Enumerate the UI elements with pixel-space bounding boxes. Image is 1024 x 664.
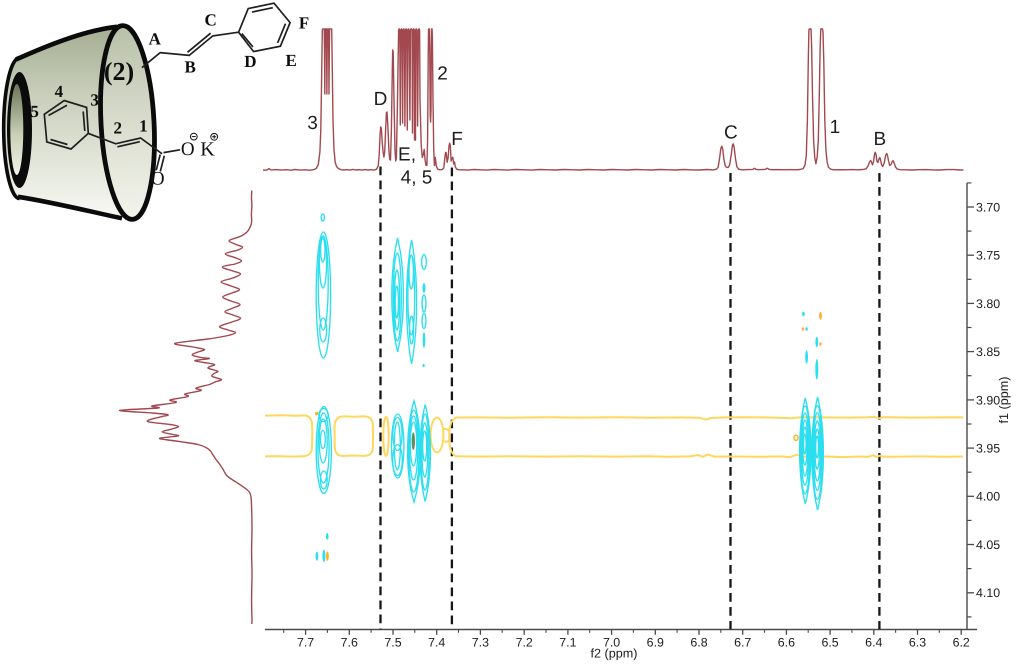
svg-text:A: A	[149, 30, 162, 49]
svg-text:6.8: 6.8	[690, 636, 707, 650]
svg-text:3.80: 3.80	[976, 297, 1000, 311]
svg-text:7.1: 7.1	[559, 636, 576, 650]
svg-text:7.3: 7.3	[472, 636, 489, 650]
svg-text:6.2: 6.2	[953, 636, 970, 650]
svg-text:3.90: 3.90	[976, 393, 1000, 407]
svg-text:3.85: 3.85	[976, 345, 1000, 359]
svg-text:f2 (ppm): f2 (ppm)	[591, 647, 638, 661]
svg-text:7.6: 7.6	[341, 636, 358, 650]
svg-text:3.95: 3.95	[976, 442, 1000, 456]
svg-text:4.10: 4.10	[976, 586, 1000, 600]
svg-text:B: B	[873, 129, 886, 150]
svg-text:2: 2	[437, 64, 448, 85]
svg-text:7.0: 7.0	[603, 636, 620, 650]
svg-text:4.05: 4.05	[976, 538, 1000, 552]
svg-text:f1 (ppm): f1 (ppm)	[997, 377, 1011, 424]
svg-text:D: D	[374, 89, 388, 110]
svg-text:O: O	[151, 169, 165, 190]
svg-text:(2): (2)	[104, 57, 134, 86]
svg-text:6.3: 6.3	[909, 636, 926, 650]
svg-text:D: D	[244, 52, 256, 71]
svg-text:7.4: 7.4	[428, 636, 445, 650]
svg-text:K: K	[200, 139, 215, 161]
svg-text:6.4: 6.4	[865, 636, 882, 650]
svg-text:E,: E,	[398, 145, 416, 166]
svg-text:2: 2	[113, 119, 122, 138]
svg-text:4: 4	[55, 82, 64, 101]
svg-text:O: O	[181, 139, 195, 160]
svg-text:3.70: 3.70	[976, 200, 1000, 214]
svg-text:6.7: 6.7	[734, 636, 751, 650]
svg-text:1: 1	[139, 117, 148, 136]
svg-text:C: C	[724, 122, 738, 143]
svg-text:3.75: 3.75	[976, 249, 1000, 263]
svg-text:F: F	[299, 14, 309, 33]
svg-text:6.9: 6.9	[647, 636, 664, 650]
svg-text:6.5: 6.5	[821, 636, 838, 650]
svg-text:E: E	[286, 51, 297, 70]
svg-text:5: 5	[30, 102, 39, 121]
svg-text:1: 1	[830, 117, 841, 138]
svg-text:3: 3	[90, 90, 99, 109]
svg-text:4.00: 4.00	[976, 490, 1000, 504]
svg-text:7.7: 7.7	[297, 636, 314, 650]
svg-text:F: F	[451, 129, 463, 150]
svg-text:7.2: 7.2	[516, 636, 533, 650]
svg-text:B: B	[185, 58, 196, 77]
svg-text:7.5: 7.5	[384, 636, 401, 650]
svg-text:6.6: 6.6	[778, 636, 795, 650]
svg-text:4, 5: 4, 5	[401, 168, 433, 189]
svg-text:3: 3	[307, 113, 318, 134]
svg-text:C: C	[204, 10, 216, 29]
